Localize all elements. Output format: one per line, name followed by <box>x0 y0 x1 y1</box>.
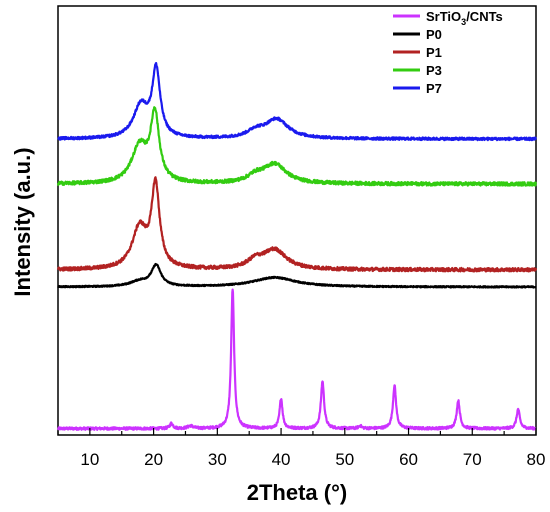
legend-label: P0 <box>426 27 442 42</box>
x-tick-label: 80 <box>527 450 546 469</box>
series-line-p3 <box>56 106 538 187</box>
series-line-srtio3-cnts <box>56 288 537 431</box>
series-line-p1 <box>56 176 538 273</box>
x-tick-label: 20 <box>144 450 163 469</box>
legend-label: P7 <box>426 81 442 96</box>
x-tick-label: 30 <box>208 450 227 469</box>
series-line-p7 <box>57 62 538 142</box>
x-tick-label: 60 <box>399 450 418 469</box>
legend-label: P3 <box>426 63 442 78</box>
plot-frame <box>57 5 537 436</box>
legend-label: SrTiO3/CNTs <box>426 9 503 27</box>
series-line-p0 <box>57 262 537 289</box>
x-axis-title: 2Theta (°) <box>247 480 347 505</box>
x-tick-label: 70 <box>463 450 482 469</box>
x-tick-label: 10 <box>80 450 99 469</box>
x-axis-ticks: 10 20 30 40 50 60 70 80 <box>57 428 546 469</box>
x-tick-label: 40 <box>272 450 291 469</box>
legend-label: P1 <box>426 45 442 60</box>
y-axis-title: Intensity (a.u.) <box>10 147 35 296</box>
x-tick-label: 50 <box>335 450 354 469</box>
series-layer <box>56 62 538 431</box>
